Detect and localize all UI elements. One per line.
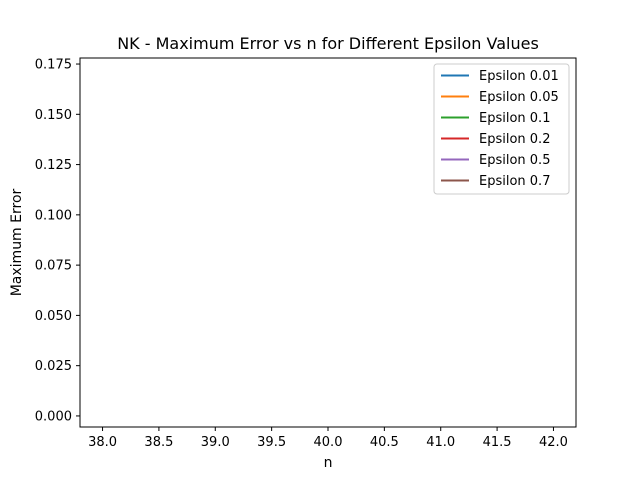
chart-title: NK - Maximum Error vs n for Different Ep… <box>117 34 539 53</box>
legend-item: Epsilon 0.5 <box>441 153 550 168</box>
y-tick-label: 0.000 <box>35 409 72 424</box>
x-tick-label: 41.0 <box>426 435 455 450</box>
x-axis: 38.0 38.5 39.0 39.5 40.0 40.5 41.0 41.5 42.0 <box>88 427 568 450</box>
legend-label: Epsilon 0.1 <box>479 111 550 126</box>
x-tick-label: 39.5 <box>257 435 286 450</box>
x-tick-label: 42.0 <box>539 435 568 450</box>
legend-item: Epsilon 0.2 <box>441 132 550 147</box>
y-tick-label: 0.025 <box>35 359 72 374</box>
legend-item: Epsilon 0.1 <box>441 111 550 126</box>
x-axis-label: n <box>324 455 333 471</box>
x-tick-label: 41.5 <box>483 435 512 450</box>
legend-label: Epsilon 0.05 <box>479 90 559 105</box>
x-tick-label: 38.0 <box>88 435 117 450</box>
y-axis: 0.000 0.025 0.050 0.075 0.100 0.125 0.150 0.175 <box>35 58 80 424</box>
y-tick-label: 0.100 <box>35 208 72 223</box>
x-tick-label: 38.5 <box>144 435 173 450</box>
y-tick-label: 0.050 <box>35 309 72 324</box>
x-tick-label: 39.0 <box>201 435 230 450</box>
y-tick-label: 0.075 <box>35 259 72 274</box>
y-tick-label: 0.125 <box>35 158 72 173</box>
x-tick-label: 40.0 <box>314 435 343 450</box>
legend-item: Epsilon 0.7 <box>441 174 550 189</box>
y-tick-label: 0.150 <box>35 108 72 123</box>
legend-label: Epsilon 0.2 <box>479 132 550 147</box>
y-axis-label: Maximum Error <box>9 188 25 296</box>
y-tick-label: 0.175 <box>35 58 72 73</box>
legend: Epsilon 0.01 Epsilon 0.05 Epsilon 0.1 Epsil… <box>433 63 570 195</box>
legend-item: Epsilon 0.05 <box>441 90 559 105</box>
legend-label: Epsilon 0.01 <box>479 69 559 84</box>
x-tick-label: 40.5 <box>370 435 399 450</box>
legend-label: Epsilon 0.7 <box>479 174 550 189</box>
legend-label: Epsilon 0.5 <box>479 153 550 168</box>
legend-item: Epsilon 0.01 <box>441 69 559 84</box>
